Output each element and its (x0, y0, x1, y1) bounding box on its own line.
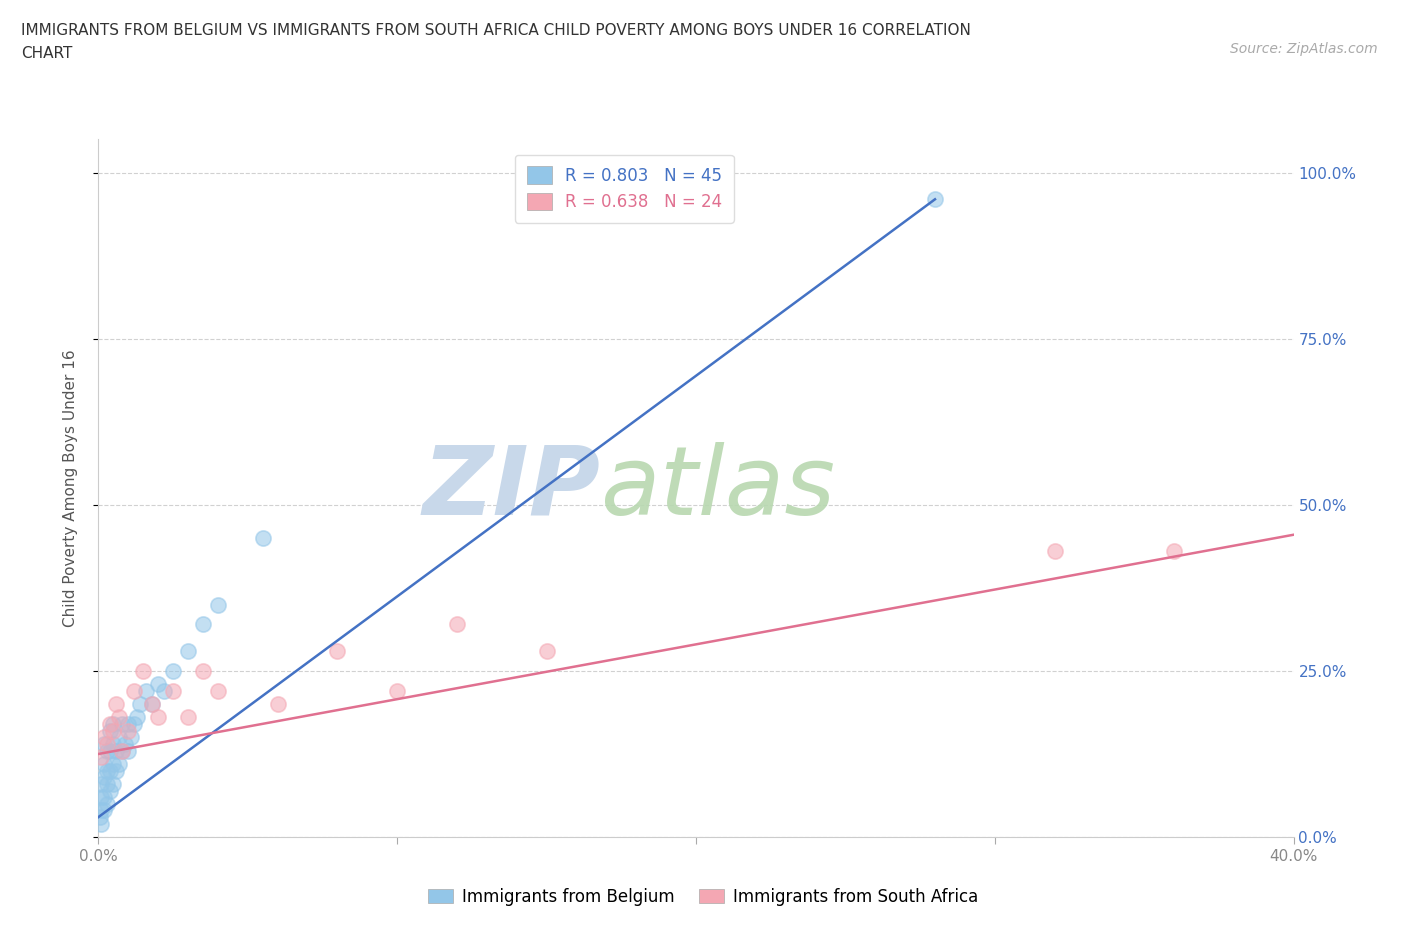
Point (108, 710, 131, 724)
Point (148, 710, 170, 724)
Point (90, 803, 112, 817)
Point (252, 531, 274, 546)
Point (89, 810, 111, 825)
Point (100, 724, 122, 738)
Point (103, 724, 125, 738)
Point (111, 717, 134, 732)
Point (93, 770, 115, 785)
Point (105, 743, 128, 758)
Point (103, 717, 125, 732)
Point (100, 743, 122, 758)
Point (100, 764, 122, 778)
Point (90, 777, 112, 791)
Point (96, 777, 118, 791)
Point (117, 717, 139, 732)
Point (267, 697, 290, 711)
Point (96, 743, 118, 758)
Point (177, 644, 200, 658)
Point (141, 697, 163, 711)
Point (162, 684, 184, 698)
Point (111, 743, 134, 758)
Point (90, 790, 112, 804)
Point (120, 730, 142, 745)
Y-axis label: Child Poverty Among Boys Under 16: Child Poverty Among Boys Under 16 (63, 350, 77, 627)
Point (1163, 544, 1185, 559)
Point (117, 724, 139, 738)
Legend: R = 0.803   N = 45, R = 0.638   N = 24: R = 0.803 N = 45, R = 0.638 N = 24 (515, 154, 734, 223)
Point (93, 803, 115, 817)
Point (1043, 544, 1066, 559)
Point (111, 743, 134, 758)
Point (103, 777, 125, 791)
Text: ZIP: ZIP (422, 442, 600, 535)
Point (135, 684, 157, 698)
Point (127, 710, 149, 724)
Text: IMMIGRANTS FROM BELGIUM VS IMMIGRANTS FROM SOUTH AFRICA CHILD POVERTY AMONG BOYS: IMMIGRANTS FROM BELGIUM VS IMMIGRANTS FR… (21, 23, 972, 38)
Point (141, 697, 163, 711)
Point (114, 737, 136, 751)
Point (177, 710, 200, 724)
Point (103, 756, 125, 771)
Point (108, 730, 131, 745)
Point (93, 730, 115, 745)
Point (96, 737, 118, 751)
Point (93, 790, 115, 804)
Point (117, 743, 139, 758)
Point (93, 756, 115, 771)
Point (385, 684, 409, 698)
Point (105, 764, 128, 778)
Point (132, 663, 155, 678)
Text: atlas: atlas (600, 442, 835, 535)
Point (148, 677, 170, 692)
Text: CHART: CHART (21, 46, 73, 61)
Point (90, 750, 112, 764)
Point (191, 663, 214, 678)
Point (93, 737, 115, 751)
Point (153, 684, 176, 698)
Point (103, 737, 125, 751)
Point (536, 644, 558, 658)
Point (100, 783, 122, 798)
Point (207, 684, 229, 698)
Point (446, 617, 468, 631)
Point (108, 756, 131, 771)
Point (96, 764, 118, 778)
Point (326, 644, 349, 658)
Point (129, 697, 152, 711)
Point (96, 796, 118, 811)
Point (162, 663, 184, 678)
Point (191, 617, 214, 631)
Point (105, 697, 128, 711)
Text: Source: ZipAtlas.com: Source: ZipAtlas.com (1230, 42, 1378, 56)
Point (124, 717, 146, 732)
Point (207, 597, 229, 612)
Point (90, 817, 112, 831)
Legend: Immigrants from Belgium, Immigrants from South Africa: Immigrants from Belgium, Immigrants from… (422, 881, 984, 912)
Point (124, 684, 146, 698)
Point (924, 192, 946, 206)
Point (100, 717, 122, 732)
